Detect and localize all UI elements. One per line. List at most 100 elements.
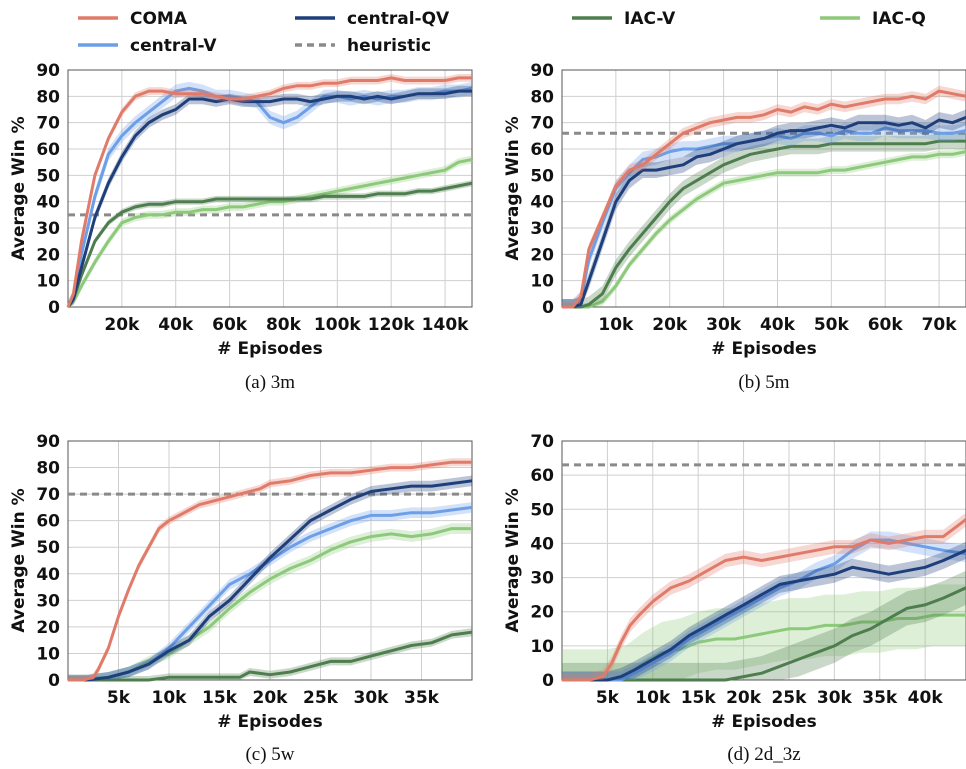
y-tick-label: 60 xyxy=(36,140,60,160)
legend-entry-central-qv: central-QV xyxy=(295,9,450,29)
x-tick-label: 5k xyxy=(107,688,131,708)
x-tick-label: 20k xyxy=(726,688,762,708)
x-tick-label: 35k xyxy=(404,688,440,708)
legend-label: COMA xyxy=(130,9,188,29)
series-band-iac-q xyxy=(68,523,472,680)
x-tick-label: 20k xyxy=(652,315,688,335)
x-tick-label: 25k xyxy=(771,688,807,708)
series-line-coma xyxy=(66,76,472,308)
series-band-iac-q xyxy=(68,155,472,307)
y-tick-label: 20 xyxy=(36,245,60,265)
legend-entry-coma: COMA xyxy=(78,9,188,29)
legend-entry-iac-v: IAC-V xyxy=(572,9,676,29)
y-tick-label: 30 xyxy=(36,591,60,611)
x-axis-title: # Episodes xyxy=(217,339,322,359)
panel-caption: (a) 3m xyxy=(245,372,295,393)
y-tick-label: 70 xyxy=(36,114,60,134)
y-tick-label: 20 xyxy=(530,603,554,623)
legend: COMA central-V central-QV heuristic IAC-V IAC… xyxy=(78,9,926,56)
series-band-iac-v xyxy=(562,570,966,680)
y-tick-label: 60 xyxy=(530,466,554,486)
legend-label: central-V xyxy=(130,36,217,56)
legend-entry-central-v: central-V xyxy=(78,36,217,56)
x-tick-label: 35k xyxy=(862,688,898,708)
y-tick-label: 80 xyxy=(36,87,60,107)
y-tick-label: 60 xyxy=(36,512,60,532)
x-tick-label: 60k xyxy=(212,315,248,335)
legend-label: IAC-Q xyxy=(872,9,926,29)
y-axis-title: Average Win % xyxy=(9,116,29,260)
legend-label: central-QV xyxy=(347,9,450,29)
x-tick-label: 140k xyxy=(422,315,469,335)
x-tick-label: 5k xyxy=(596,688,620,708)
y-tick-label: 40 xyxy=(530,193,554,213)
y-tick-label: 20 xyxy=(530,245,554,265)
x-tick-label: 40k xyxy=(158,315,194,335)
y-tick-label: 40 xyxy=(530,534,554,554)
panel-caption: (d) 2d_3z xyxy=(727,744,800,765)
y-tick-label: 10 xyxy=(530,637,554,657)
x-tick-label: 40k xyxy=(760,315,796,335)
y-tick-label: 0 xyxy=(48,298,60,318)
plot-frame xyxy=(67,440,473,681)
x-tick-label: 80k xyxy=(266,315,302,335)
series-line-coma xyxy=(562,89,966,309)
chart-panel-3: 0 10 20 30 40 50 60 70 80 90 5k 10k 15k 20k 25k 30k 35k #… xyxy=(9,432,473,765)
series-line-iac-v xyxy=(562,586,966,682)
y-tick-label: 30 xyxy=(530,219,554,239)
x-tick-label: 50k xyxy=(814,315,850,335)
series-line-central-qv xyxy=(562,548,966,682)
series-line-iac-q xyxy=(562,150,966,309)
legend-entry-iac-q: IAC-Q xyxy=(820,9,926,29)
panel-caption: (c) 5w xyxy=(245,744,294,765)
y-tick-label: 80 xyxy=(36,459,60,479)
chart-panel-2: 0 10 20 30 40 50 60 70 80 90 10k 20k 30k 40k 50k 60k 70k… xyxy=(503,61,966,393)
series-line-iac-v xyxy=(562,139,966,309)
y-tick-label: 70 xyxy=(530,432,554,452)
y-tick-label: 50 xyxy=(36,538,60,558)
y-tick-label: 0 xyxy=(48,671,60,691)
legend-label: IAC-V xyxy=(624,9,676,29)
y-tick-label: 90 xyxy=(530,61,554,81)
legend-label: heuristic xyxy=(347,36,431,56)
y-tick-label: 70 xyxy=(530,114,554,134)
y-tick-label: 60 xyxy=(530,140,554,160)
y-tick-label: 30 xyxy=(530,569,554,589)
legend-entry-heuristic: heuristic xyxy=(295,36,431,56)
series-band-iac-v xyxy=(562,133,966,307)
x-tick-label: 15k xyxy=(202,688,238,708)
y-tick-label: 10 xyxy=(530,272,554,292)
x-tick-label: 30k xyxy=(706,315,742,335)
series-band-central-qv xyxy=(562,541,966,680)
panel-caption: (b) 5m xyxy=(738,372,789,393)
series-line-iac-v xyxy=(68,630,473,682)
y-tick-label: 20 xyxy=(36,618,60,638)
plot-frame xyxy=(561,440,966,681)
y-tick-label: 90 xyxy=(36,432,60,452)
x-tick-label: 10k xyxy=(152,688,188,708)
series-line-coma xyxy=(562,518,966,682)
x-tick-label: 10k xyxy=(598,315,634,335)
series-line-central-qv xyxy=(562,116,966,309)
y-tick-label: 40 xyxy=(36,193,60,213)
series-line-iac-q xyxy=(66,158,473,309)
series-line-coma xyxy=(68,460,472,682)
y-axis-title: Average Win % xyxy=(9,488,29,632)
y-tick-label: 80 xyxy=(530,87,554,107)
y-tick-label: 50 xyxy=(530,166,554,186)
series-band-iac-q xyxy=(562,147,966,307)
y-axis-title: Average Win % xyxy=(503,488,523,632)
y-tick-label: 30 xyxy=(36,219,60,239)
x-tick-label: 25k xyxy=(303,688,339,708)
plot-frame xyxy=(67,69,473,308)
y-tick-label: 0 xyxy=(542,671,554,691)
x-tick-label: 15k xyxy=(681,688,717,708)
x-tick-label: 40k xyxy=(908,688,944,708)
panels: 0 10 20 30 40 50 60 70 80 90 20k 40k 60k 80k 100k 120k 1… xyxy=(9,61,966,765)
x-axis-title: # Episodes xyxy=(711,712,816,732)
series-line-central-qv xyxy=(68,479,473,682)
series-line-central-qv xyxy=(66,89,472,308)
y-tick-label: 70 xyxy=(36,485,60,505)
y-tick-label: 90 xyxy=(36,61,60,81)
y-tick-label: 50 xyxy=(36,166,60,186)
